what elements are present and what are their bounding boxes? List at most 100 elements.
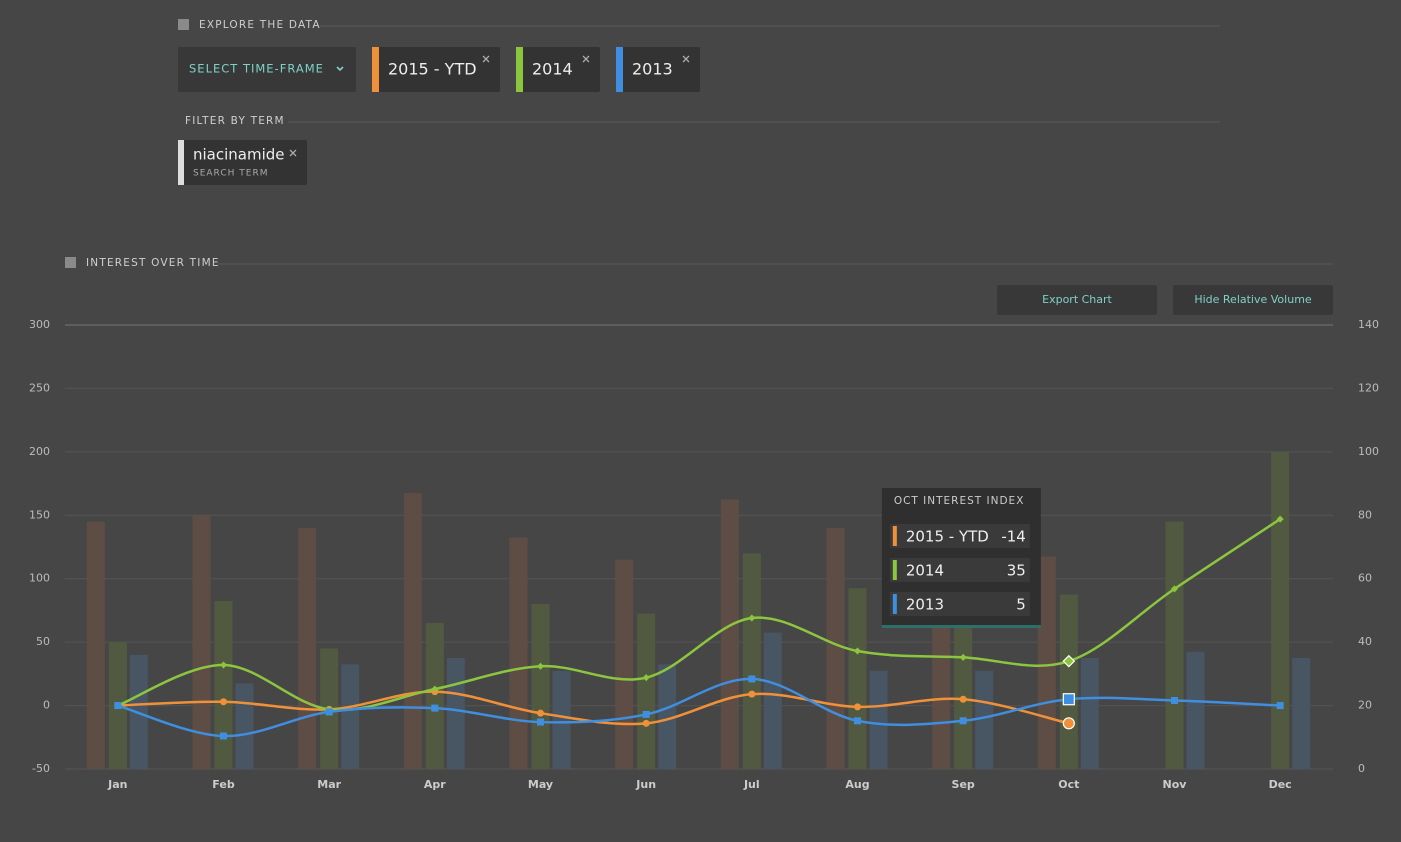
point [537,662,544,670]
x-tick-label: Nov [1163,778,1188,791]
point [220,698,227,706]
x-tick-label: Mar [317,778,341,791]
series-line [117,677,1281,738]
point [1062,717,1075,730]
point [114,702,122,710]
volume-bar [869,670,888,769]
volume-label[interactable]: Hide Relative Volume [1194,293,1312,306]
volume-bar [1165,521,1184,769]
term: niacinamide [193,146,285,164]
x-tick-label: Apr [424,778,446,791]
volume-bar [235,683,254,769]
tooltip-value: -14 [1001,528,1026,546]
volume-bar [975,670,994,769]
chip-color [516,47,523,92]
point [1062,693,1075,706]
point [1062,654,1076,668]
y-tick-label: 250 [29,381,50,394]
volume-bar [86,521,105,769]
point [959,717,967,725]
section-title: FILTER BY TERM [185,115,285,127]
close-icon[interactable] [682,55,690,63]
point [1276,515,1284,523]
time-frame-chip [616,47,700,92]
tooltip-value: 35 [1007,562,1026,580]
volume-bar [531,604,550,769]
point [537,718,544,726]
volume-bar [446,658,465,769]
time-frame-chip [372,47,500,92]
point [220,661,227,669]
tooltip-accent [881,625,1041,628]
chip-color [372,47,379,92]
point [1276,702,1284,710]
tooltip-name: 2014 [906,562,944,580]
x-tick-label: Aug [845,778,869,791]
x-tick-label: May [528,778,553,791]
volume-bar [742,553,761,769]
tooltip-swatch [892,560,897,580]
volume-bar [1080,658,1099,769]
y2-tick-label: 80 [1358,508,1372,521]
volume-bar [298,527,317,769]
y2-tick-label: 40 [1358,635,1372,648]
series-line [117,518,1281,712]
x-tick-label: Oct [1058,778,1079,791]
tooltip-name: 2013 [906,596,944,614]
time-frame-button[interactable] [178,47,356,92]
point [959,695,967,703]
tooltip-row [889,558,1030,582]
y-tick-label: 200 [29,445,50,458]
series-line [117,690,1070,726]
term-chip-color [178,140,184,185]
export-label[interactable]: Export Chart [1042,293,1112,306]
point [642,674,650,682]
point [854,647,861,655]
y2-tick-label: 100 [1358,445,1379,458]
chip-color [616,47,623,92]
y-tick-label: -50 [32,762,50,775]
volume-bar [192,515,211,769]
x-tick-label: Feb [212,778,235,791]
volume-bar [341,664,360,769]
dropdown-caret[interactable] [336,66,344,72]
volume-button[interactable] [1173,285,1333,315]
info-icon [65,257,76,268]
point [431,685,439,693]
volume-bar [1271,451,1290,769]
point [1171,585,1178,593]
close-icon[interactable] [289,149,297,157]
volume-bar [848,588,867,769]
volume-bar [552,670,571,769]
point [854,703,861,711]
close-icon[interactable] [482,55,490,63]
volume-bar [954,619,973,769]
x-tick-label: Jun [635,778,656,791]
x-tick-label: Jan [107,778,127,791]
y2-tick-label: 60 [1358,572,1372,585]
chart-title: INTEREST OVER TIME [86,257,220,269]
volume-bar [826,527,845,769]
point [748,690,756,698]
export-button[interactable] [997,285,1157,315]
volume-bar [509,537,528,769]
term-label: SEARCH TERM [193,169,268,179]
point [325,708,333,716]
y2-tick-label: 120 [1358,381,1379,394]
close-icon[interactable] [582,55,590,63]
point [748,614,756,622]
volume-bar [615,559,634,769]
tooltip-swatch [892,594,897,614]
point [959,653,967,661]
tooltip-value: 5 [1016,596,1026,614]
tooltip-row [889,524,1030,548]
y-tick-label: 0 [43,699,50,712]
volume-bar [720,499,739,769]
time-frame-label[interactable]: SELECT TIME-FRAME [189,62,324,76]
point [220,732,227,740]
time-frame-chip [516,47,600,92]
chip-label: 2013 [632,60,673,79]
y2-tick-label: 140 [1358,318,1379,331]
y-tick-label: 100 [29,572,50,585]
point [854,717,861,725]
